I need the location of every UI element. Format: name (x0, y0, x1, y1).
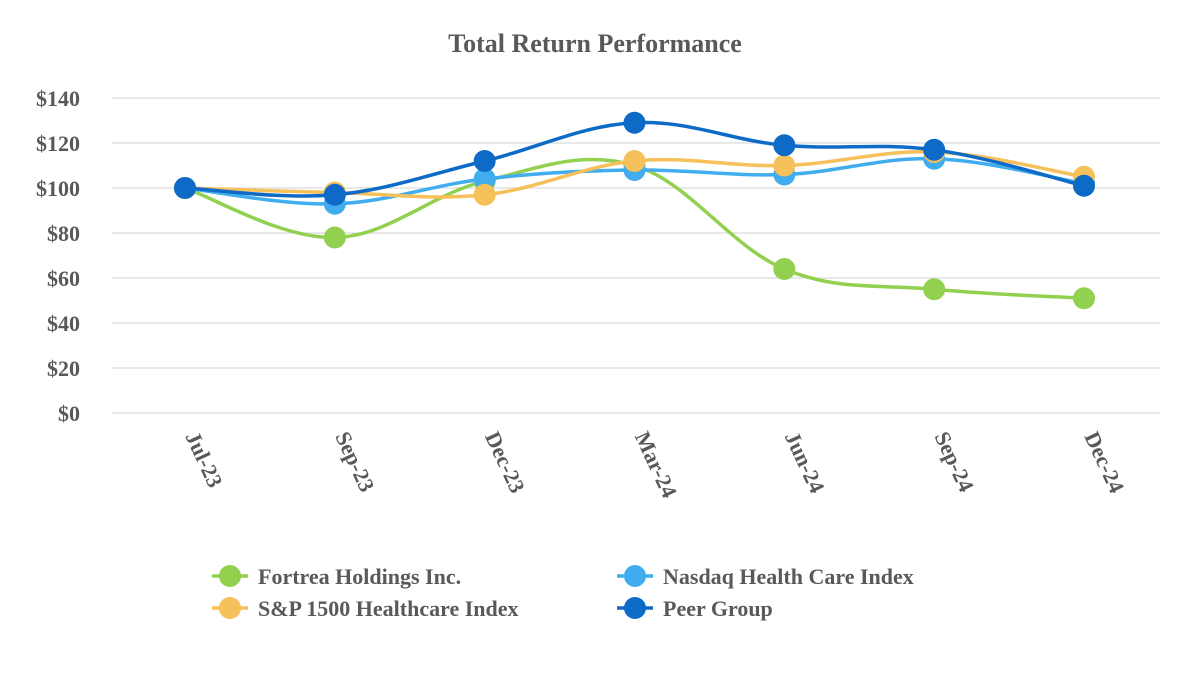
gridlines (112, 97, 1160, 414)
y-tick-label: $20 (47, 356, 80, 381)
data-point (623, 111, 646, 134)
data-point (773, 154, 796, 177)
x-tick-label: Sep-24 (930, 428, 980, 496)
legend-label: Peer Group (663, 596, 773, 621)
series-peer-group (174, 111, 1095, 206)
y-tick-label: $60 (47, 266, 80, 291)
x-tick-label: Mar-24 (630, 428, 682, 502)
x-tick-label: Dec-24 (1079, 428, 1129, 497)
legend-item-fortrea-holdings-inc: Fortrea Holdings Inc. (212, 564, 461, 589)
legend: Fortrea Holdings Inc. Nasdaq Health Care … (212, 564, 914, 621)
legend-marker (219, 565, 241, 587)
legend-item-s-p-1500-healthcare-index: S&P 1500 Healthcare Index (212, 596, 519, 621)
chart-title: Total Return Performance (448, 29, 742, 58)
legend-label: S&P 1500 Healthcare Index (258, 596, 519, 621)
legend-item-peer-group: Peer Group (617, 596, 773, 621)
data-point (773, 134, 796, 157)
data-point (323, 183, 346, 206)
legend-marker (624, 565, 646, 587)
x-axis-ticks: Jul-23 Sep-23 Dec-23 Mar-24 Jun-24 Sep-24 Dec-… (180, 428, 1129, 502)
y-tick-label: $80 (47, 221, 80, 246)
series-lines (174, 111, 1095, 310)
y-tick-label: $100 (36, 176, 80, 201)
legend-marker (624, 597, 646, 619)
data-point (174, 177, 196, 199)
data-point (923, 138, 946, 161)
y-tick-label: $40 (47, 311, 80, 336)
y-tick-label: $0 (58, 401, 80, 426)
data-point (473, 150, 496, 172)
x-tick-label: Dec-23 (480, 428, 530, 497)
data-point (473, 183, 496, 206)
data-point (773, 258, 796, 280)
data-point (473, 168, 496, 190)
data-point (923, 278, 946, 301)
y-axis-ticks: $0 $20 $40 $60 $80 $100 $120 $140 (36, 86, 80, 426)
x-tick-label: Sep-23 (330, 428, 380, 496)
legend-label: Fortrea Holdings Inc. (258, 564, 461, 589)
legend-marker (219, 597, 241, 619)
data-point (323, 226, 346, 249)
legend-item-nasdaq-health-care-index: Nasdaq Health Care Index (617, 564, 914, 589)
y-tick-label: $120 (36, 131, 80, 156)
data-point (623, 150, 646, 172)
legend-label: Nasdaq Health Care Index (663, 564, 914, 589)
x-tick-label: Jun-24 (780, 428, 830, 497)
y-tick-label: $140 (36, 86, 80, 111)
data-point (1073, 174, 1095, 197)
data-point (1073, 287, 1095, 310)
x-tick-label: Jul-23 (180, 428, 227, 492)
